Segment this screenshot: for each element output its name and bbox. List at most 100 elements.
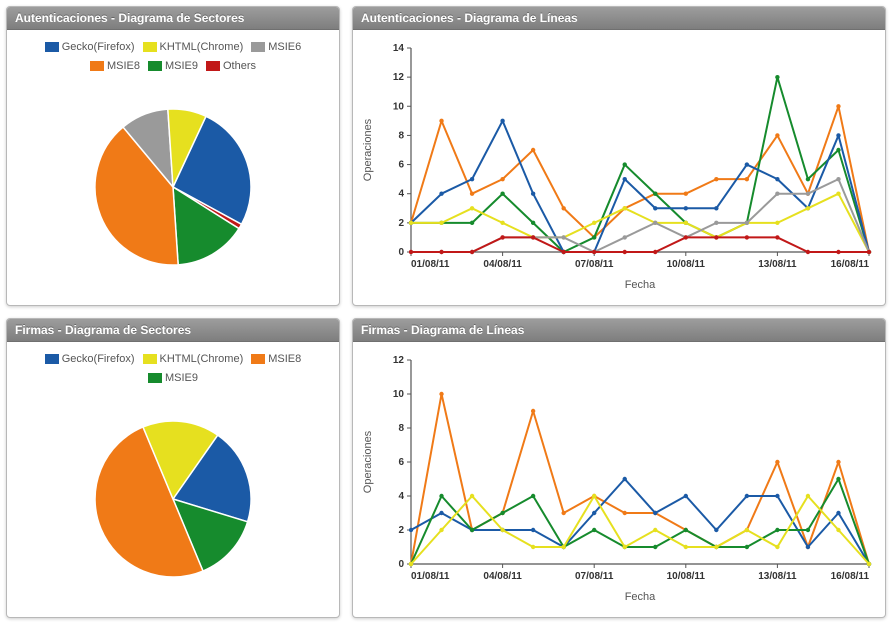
line-marker (592, 221, 596, 225)
line-marker (836, 250, 840, 254)
line-marker (623, 235, 627, 239)
line-marker (775, 133, 779, 137)
svg-text:13/08/11: 13/08/11 (758, 571, 797, 582)
line-marker (470, 221, 474, 225)
line-marker (836, 192, 840, 196)
line-marker (470, 177, 474, 181)
line-marker (775, 221, 779, 225)
line-marker (561, 250, 565, 254)
line-marker (684, 235, 688, 239)
line-marker (470, 494, 474, 498)
line-marker (500, 528, 504, 532)
line-marker (653, 511, 657, 515)
legend-swatch (45, 354, 59, 364)
svg-text:0: 0 (398, 559, 404, 570)
svg-text:10: 10 (393, 101, 405, 112)
line-marker (531, 409, 535, 413)
line-marker (745, 221, 749, 225)
line-marker (500, 221, 504, 225)
line-marker (745, 235, 749, 239)
line-marker (531, 528, 535, 532)
line-marker (470, 528, 474, 532)
legend-label: KHTML(Chrome) (160, 41, 244, 53)
panel-auth-pie: Autenticaciones - Diagrama de Sectores G… (6, 6, 340, 306)
svg-text:07/08/11: 07/08/11 (575, 259, 614, 270)
legend-label: Gecko(Firefox) (62, 41, 135, 53)
line-marker (653, 250, 657, 254)
svg-text:07/08/11: 07/08/11 (575, 571, 614, 582)
panel-firmas-pie: Firmas - Diagrama de Sectores Gecko(Fire… (6, 318, 340, 618)
svg-text:Fecha: Fecha (625, 279, 656, 291)
svg-text:Operaciones: Operaciones (362, 118, 374, 181)
svg-text:16/08/11: 16/08/11 (831, 571, 870, 582)
line-marker (561, 545, 565, 549)
line-marker (500, 192, 504, 196)
line-marker (592, 528, 596, 532)
line-marker (806, 528, 810, 532)
line-marker (500, 511, 504, 515)
line-marker (836, 528, 840, 532)
line-series (411, 479, 869, 564)
line-marker (714, 545, 718, 549)
panel-body-firmas-pie: Gecko(Firefox) KHTML(Chrome) MSIE8 MSIE9 (7, 342, 339, 617)
line-marker (867, 250, 871, 254)
line-marker (561, 511, 565, 515)
legend-label: KHTML(Chrome) (160, 353, 244, 365)
line-marker (775, 494, 779, 498)
line-marker (653, 528, 657, 532)
line-marker (714, 177, 718, 181)
line-marker (623, 162, 627, 166)
line-marker (684, 545, 688, 549)
line-marker (836, 148, 840, 152)
legend-label: MSIE8 (107, 60, 140, 72)
svg-text:13/08/11: 13/08/11 (758, 259, 797, 270)
legend-auth-pie: Gecko(Firefox)KHTML(Chrome)MSIE6MSIE8MSI… (7, 30, 339, 76)
line-marker (714, 235, 718, 239)
line-marker (836, 477, 840, 481)
svg-text:12: 12 (393, 355, 405, 366)
legend-item: MSIE8 (251, 350, 301, 369)
svg-text:10: 10 (393, 389, 405, 400)
legend-label: MSIE8 (268, 353, 301, 365)
line-marker (745, 494, 749, 498)
chart-firmas-line: 02468101201/08/1104/08/1107/08/1110/08/1… (353, 342, 883, 612)
line-marker (439, 192, 443, 196)
legend-label: MSIE9 (165, 372, 198, 384)
svg-text:4: 4 (398, 491, 404, 502)
line-marker (775, 528, 779, 532)
svg-text:2: 2 (398, 525, 404, 536)
line-series (411, 194, 869, 252)
line-marker (867, 562, 871, 566)
svg-text:14: 14 (393, 43, 405, 54)
legend-item: KHTML(Chrome) (143, 38, 244, 57)
line-marker (775, 192, 779, 196)
line-marker (745, 545, 749, 549)
line-marker (806, 545, 810, 549)
line-marker (623, 511, 627, 515)
line-marker (836, 460, 840, 464)
legend-item: Others (206, 57, 256, 76)
panel-auth-line: Autenticaciones - Diagrama de Líneas 024… (352, 6, 886, 306)
chart-auth-line: 0246810121401/08/1104/08/1107/08/1110/08… (353, 30, 883, 300)
panel-firmas-line: Firmas - Diagrama de Líneas 02468101201/… (352, 318, 886, 618)
legend-item: MSIE6 (251, 38, 301, 57)
line-marker (684, 528, 688, 532)
line-marker (623, 177, 627, 181)
svg-text:16/08/11: 16/08/11 (831, 259, 870, 270)
line-marker (806, 177, 810, 181)
line-marker (439, 392, 443, 396)
svg-text:10/08/11: 10/08/11 (667, 259, 706, 270)
line-marker (592, 250, 596, 254)
panel-title-auth-line: Autenticaciones - Diagrama de Líneas (353, 7, 885, 30)
line-marker (653, 206, 657, 210)
svg-text:10/08/11: 10/08/11 (667, 571, 706, 582)
line-marker (623, 250, 627, 254)
line-marker (439, 221, 443, 225)
svg-text:04/08/11: 04/08/11 (483, 259, 522, 270)
line-series (411, 121, 869, 252)
line-marker (623, 477, 627, 481)
line-marker (500, 119, 504, 123)
legend-firmas-pie: Gecko(Firefox) KHTML(Chrome) MSIE8 MSIE9 (7, 342, 339, 388)
legend-item: Gecko(Firefox) (45, 350, 135, 369)
line-marker (470, 206, 474, 210)
